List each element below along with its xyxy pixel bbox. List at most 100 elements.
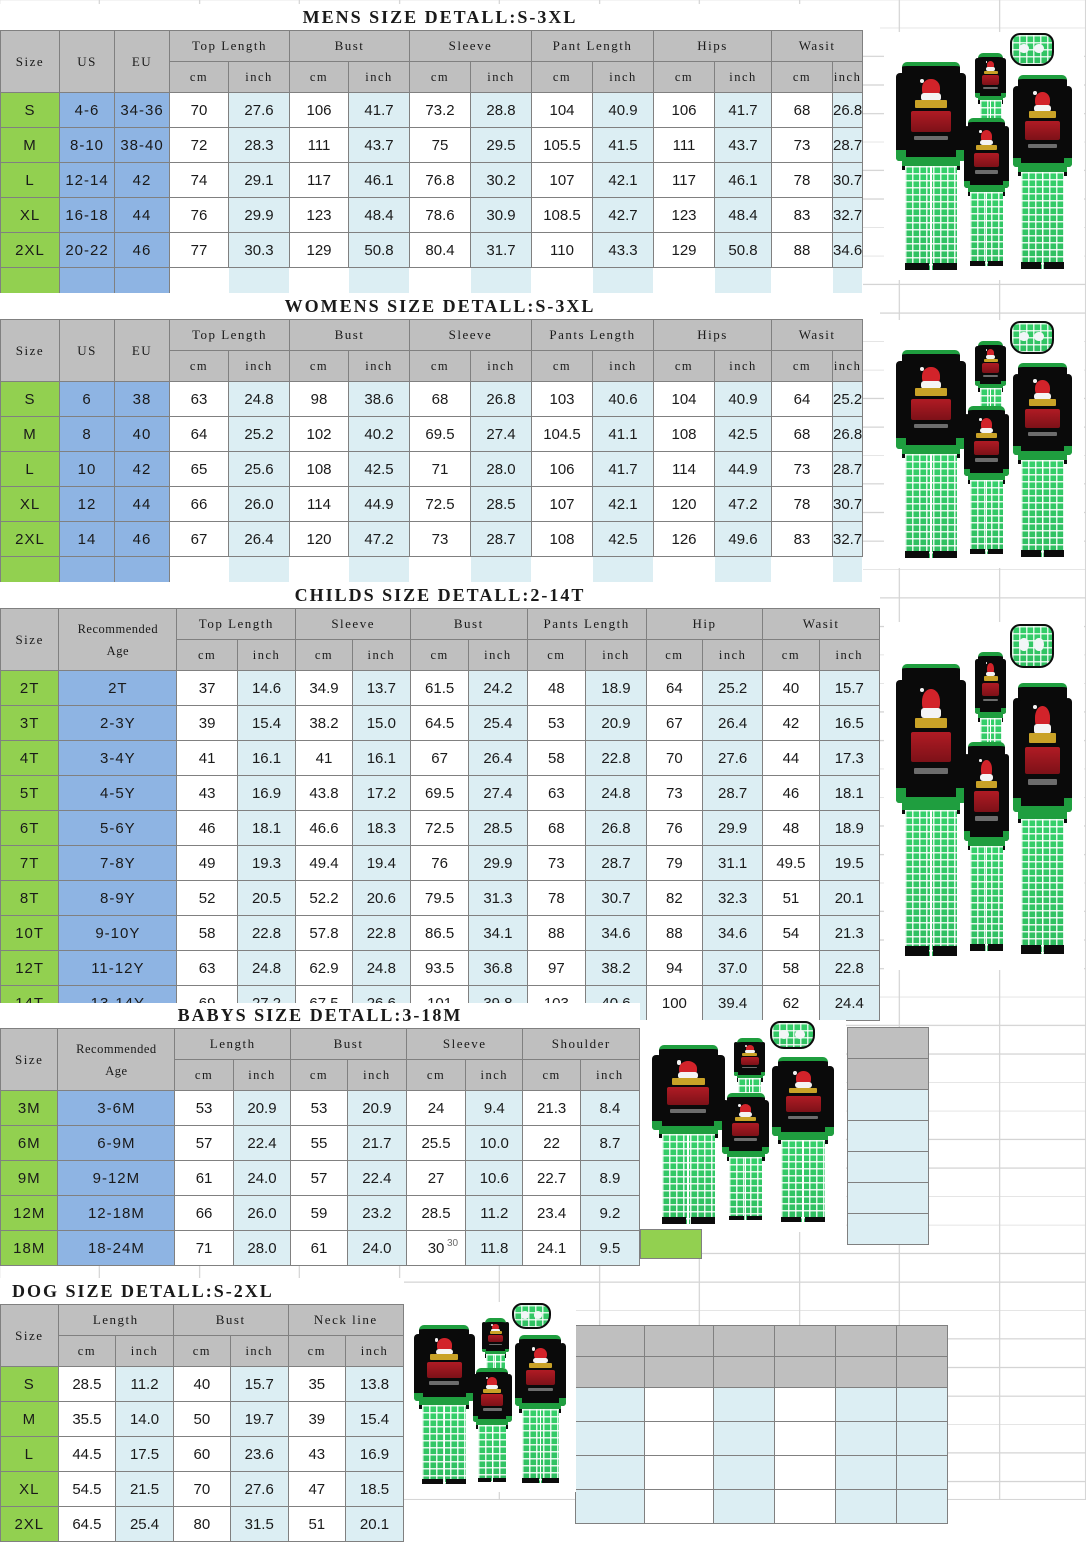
col-unit-inch: inch [831, 350, 864, 382]
cell-measure: 53 [526, 705, 587, 741]
col-unit-cm: cm [531, 350, 593, 382]
cell-measure: 39.4 [702, 985, 764, 1021]
cell-measure: 67 [409, 740, 470, 776]
christmas-wordmark [910, 732, 952, 762]
merry-banner [1028, 399, 1057, 406]
cell-measure: 83 [771, 197, 833, 233]
table-row: XL 16-18 44 76 29.9 123 48.4 78.6 30.9 108.5 42.7 1… [0, 197, 864, 233]
cell-measure: 36.8 [468, 950, 528, 986]
col-unit-inch: inch [579, 1059, 641, 1091]
table-row: 2XL 20-22 46 77 30.3 129 50.8 80.4 31.7 110 43.3 12… [0, 232, 864, 268]
pajama-sleeve-right [714, 1055, 725, 1130]
cell-size: 6T [0, 810, 60, 846]
table-row: 18M 18-24M 71 28.0 61 24.0 30 11.8 24.1 9.5 [0, 1230, 641, 1266]
cell-measure: 29.9 [228, 197, 290, 233]
cell-size: 2XL [0, 232, 60, 268]
table-row: L 10 42 65 25.6 108 42.5 71 28.0 106 41.7 114 44.9 73… [0, 451, 864, 487]
col-unit-cm: cm [176, 639, 238, 671]
table-row: M 8-10 38-40 72 28.3 111 43.7 75 29.5 105.5 41.5 11… [0, 127, 864, 163]
cell-measure: 120 [653, 486, 715, 522]
santa-hat-pompom-icon [1032, 705, 1037, 709]
santa-hat-pompom-icon [919, 366, 925, 372]
cell-measure: 108 [289, 451, 349, 487]
santa-hat-pompom-icon [676, 1060, 682, 1065]
cell-measure: 15.4 [345, 1401, 404, 1437]
col-unit-inch: inch [345, 1335, 404, 1367]
cell-measure: 40.2 [348, 416, 410, 452]
santa-hat-brim-icon [532, 1357, 548, 1363]
cell-measure: 54 [762, 915, 820, 951]
merry-banner [489, 1331, 502, 1334]
cell-measure: 27.6 [228, 92, 290, 128]
col-unit-cm: cm [645, 639, 704, 671]
cell-measure: 9.2 [579, 1195, 641, 1231]
pajama-cuff-left [975, 381, 980, 386]
col-group-sleeve: Sleeve [409, 319, 532, 351]
cell-measure: 28.5 [405, 1195, 467, 1231]
col-unit-inch: inch [115, 1335, 174, 1367]
cell-measure: 67 [645, 705, 704, 741]
col-unit-inch: inch [714, 350, 772, 382]
cell-measure: 46.6 [295, 810, 353, 846]
cell-eu: 38 [114, 381, 170, 417]
cell-measure: 76 [169, 197, 229, 233]
cell-measure: 25.2 [702, 670, 764, 706]
col-group-neck-line: Neck line [287, 1304, 405, 1336]
merry-banner [914, 100, 948, 108]
cell-eu: 34-36 [114, 92, 170, 128]
pajama-cuff-right [956, 438, 967, 449]
cell-measure: 29.5 [470, 127, 532, 163]
print-subtext [983, 374, 998, 377]
cell-measure: 8.7 [579, 1125, 641, 1161]
pajama-cuff-right [1001, 93, 1006, 98]
cell-measure: 79.5 [409, 880, 470, 916]
cell-measure: 44.9 [714, 451, 772, 487]
pajama-pants [905, 453, 957, 559]
cell-measure: 68 [771, 416, 833, 452]
cell-measure: 106 [531, 451, 593, 487]
cell-measure: 73 [409, 521, 471, 557]
cell-measure: 16.5 [818, 705, 881, 741]
cell-recommended-age: 4-5Y [58, 775, 178, 811]
pajama-cuff-left [722, 1147, 729, 1154]
table-row: XL 54.5 21.5 70 27.6 47 18.5 [0, 1471, 404, 1507]
cell-measure: 78.6 [409, 197, 471, 233]
col-unit-cm: cm [289, 350, 349, 382]
santa-hat-brim-icon [979, 773, 994, 782]
cell-measure: 22.4 [232, 1125, 292, 1161]
col-unit-inch: inch [228, 61, 290, 93]
cell-measure: 70 [172, 1471, 231, 1507]
cell-measure: 64 [645, 670, 704, 706]
cell-measure: 40 [762, 670, 820, 706]
cell-eu: 46 [114, 232, 170, 268]
cell-measure: 29.9 [468, 845, 528, 881]
cell-measure: 26.0 [232, 1195, 292, 1231]
cell-measure: 106 [653, 92, 715, 128]
cell-size: 2XL [0, 1506, 59, 1542]
cell-measure: 63 [526, 775, 587, 811]
cell-measure: 25.4 [468, 705, 528, 741]
pajama-hem [902, 156, 960, 166]
cell-measure: 15.0 [351, 705, 411, 741]
cell-measure: 64.5 [409, 705, 470, 741]
cell-measure: 73.2 [409, 92, 471, 128]
col-unit-inch: inch [232, 1059, 292, 1091]
pants-cuff-right [987, 943, 1003, 951]
santa-hat-icon [980, 418, 993, 431]
santa-hat-pompom-icon [531, 1347, 536, 1351]
col-header-eu: EU [114, 319, 170, 382]
merry-banner [671, 1078, 706, 1085]
dog-right-blank-table [575, 1325, 948, 1524]
col-unit-inch: inch [348, 61, 410, 93]
cell-measure: 15.7 [818, 670, 881, 706]
print-subtext [913, 767, 949, 774]
santa-hat-icon [980, 759, 993, 778]
merry-banner [742, 1052, 757, 1056]
pajama-sleeve-right [504, 1322, 509, 1353]
cell-measure: 67 [169, 521, 229, 557]
cell-measure: 23.4 [522, 1195, 581, 1231]
pajama-cuff-right [1063, 445, 1073, 456]
pants-cuff-right [1044, 550, 1065, 557]
cell-measure: 46 [176, 810, 238, 846]
pajama-sleeve-left [895, 361, 906, 449]
